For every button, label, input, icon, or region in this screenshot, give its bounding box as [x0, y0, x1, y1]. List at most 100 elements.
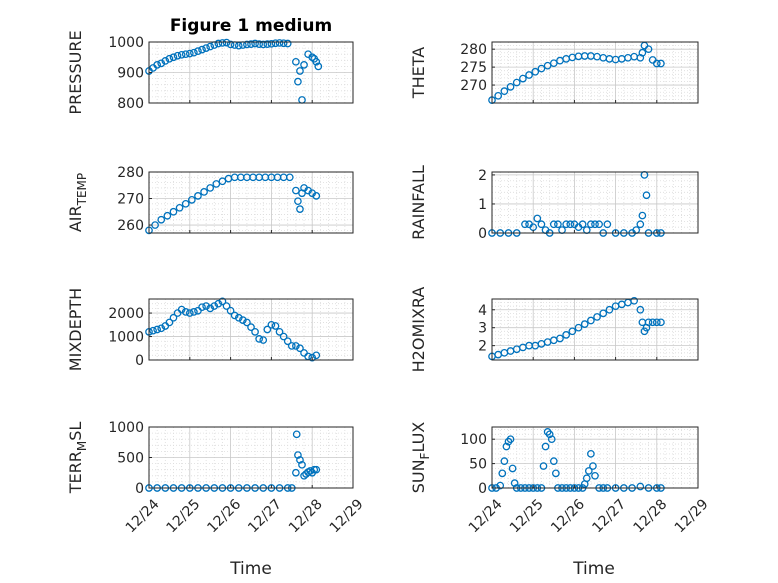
data-point [512, 78, 521, 87]
y-axis-label-main: H2OMIXRA [409, 287, 428, 373]
data-point [636, 220, 645, 229]
data-point [537, 220, 546, 229]
data-point [533, 214, 542, 223]
data-point [308, 53, 317, 62]
data-point [589, 462, 597, 470]
data-point [181, 50, 190, 59]
y-tick-label: 275 [460, 60, 487, 76]
y-tick-label: 1 [478, 197, 487, 213]
subplot-rainfall: 0 1 2 RAINFALL [409, 165, 699, 242]
data-point [537, 64, 546, 73]
data-point [549, 220, 558, 229]
data-point [194, 47, 202, 56]
data-point [294, 77, 302, 86]
data-point [296, 205, 304, 213]
data-point [554, 220, 562, 229]
data-point [657, 59, 665, 68]
axes-box [491, 171, 699, 234]
data-point [169, 207, 178, 216]
data-point [562, 220, 571, 229]
data-point [545, 430, 554, 439]
data-point [580, 320, 589, 328]
data-point [296, 67, 304, 75]
plot-area [149, 299, 353, 360]
axes-box [491, 426, 699, 489]
plot-area [492, 299, 698, 360]
data-point [556, 334, 564, 343]
data-point [657, 318, 665, 327]
data-point [506, 83, 515, 91]
data-point [169, 313, 178, 322]
data-point [226, 40, 235, 49]
data-point [173, 51, 182, 60]
data-point [300, 61, 308, 69]
data-point [648, 318, 657, 327]
y-axis-label-main: SUN [409, 459, 428, 493]
y-axis-label-suffix: LUX [409, 422, 428, 453]
data-point [644, 45, 653, 54]
data-point [508, 464, 517, 473]
data-point [292, 468, 300, 477]
data-point [543, 61, 552, 70]
data-point [638, 211, 647, 220]
y-axis-label: THETA [409, 47, 428, 99]
y-tick-label: 0 [478, 226, 487, 242]
data-point [212, 180, 221, 188]
data-point [531, 67, 540, 76]
data-point [255, 40, 264, 48]
axes-box [148, 298, 354, 361]
data-point [190, 48, 198, 57]
data-point [181, 199, 190, 208]
data-point [251, 327, 259, 336]
y-axis-label: AIRTEMP [66, 173, 89, 232]
plot-area [492, 42, 698, 103]
data-point [638, 48, 647, 57]
data-point [549, 457, 558, 466]
data-point [230, 311, 239, 320]
data-point [206, 42, 215, 51]
data-point [222, 302, 231, 310]
y-axis-label-subscript: TEMP [75, 173, 89, 207]
y-tick-label: 260 [117, 218, 144, 234]
data-point [157, 324, 166, 333]
data-point [519, 74, 527, 83]
data-point [187, 195, 196, 204]
data-point [283, 337, 292, 346]
y-axis-label-main: MIXDEPTH [66, 288, 85, 371]
data-point [642, 191, 651, 200]
data-point [294, 197, 302, 206]
data-point [312, 57, 321, 66]
subplot-h2omixra: 2 3 4 H2OMIXRA [409, 287, 699, 373]
data-point [218, 39, 227, 47]
subplot-theta: 270 275 280 THETA [409, 41, 699, 104]
data-point [584, 467, 593, 475]
data-point [247, 323, 255, 332]
data-point [271, 39, 280, 48]
data-point [292, 186, 300, 195]
data-point [636, 482, 645, 491]
data-point [163, 211, 172, 220]
data-point [175, 203, 184, 212]
y-axis-label: PRESSURE [66, 30, 85, 114]
data-point [591, 471, 599, 480]
data-point [157, 215, 166, 224]
data-point [177, 50, 186, 59]
data-point [214, 299, 223, 308]
data-point [177, 305, 186, 314]
y-axis-label-subscript: F [418, 452, 432, 459]
plot-area [492, 172, 698, 233]
data-point [292, 430, 301, 439]
y-tick-label: 280 [117, 165, 144, 181]
data-point [298, 460, 306, 469]
data-point [587, 220, 595, 229]
y-axis-label: RAINFALL [409, 165, 428, 240]
data-point [547, 435, 556, 444]
axes-box [148, 171, 354, 234]
data-point [312, 465, 321, 474]
data-point [198, 303, 206, 312]
y-axis-label-main: PRESSURE [66, 30, 85, 114]
data-point [539, 462, 548, 470]
data-point [549, 59, 558, 68]
